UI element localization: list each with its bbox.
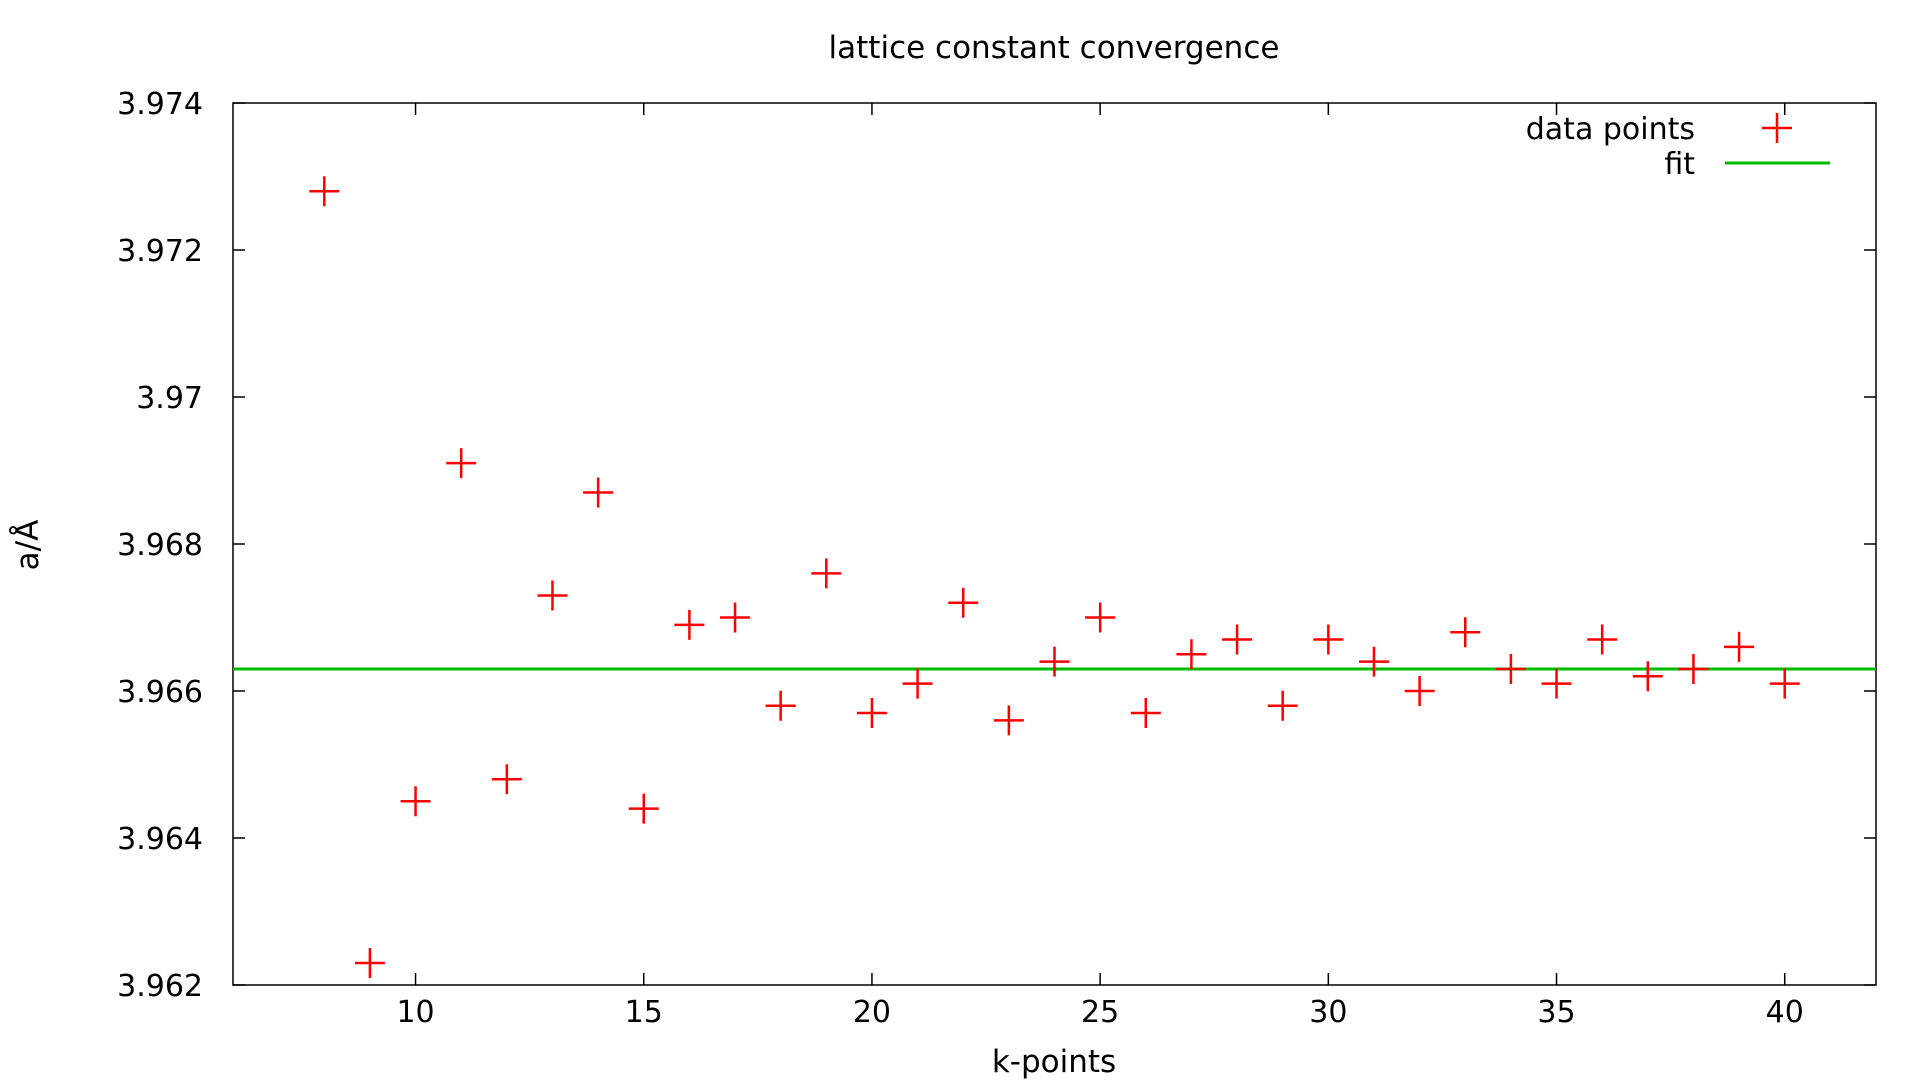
data-point	[354, 947, 385, 978]
data-point	[1541, 668, 1572, 699]
data-point	[1495, 653, 1526, 684]
y-tick-label: 3.968	[117, 528, 203, 563]
x-tick-label: 15	[625, 995, 663, 1030]
y-axis-label: a/Å	[10, 520, 46, 571]
data-point	[1130, 698, 1161, 729]
data-point	[537, 580, 568, 611]
data-point	[948, 587, 979, 618]
x-tick-label: 25	[1081, 995, 1119, 1030]
data-point	[583, 477, 614, 508]
data-point	[1222, 624, 1253, 655]
legend-marker-data-points	[1762, 113, 1792, 143]
x-tick-label: 10	[396, 995, 434, 1030]
chart-title: lattice constant convergence	[829, 30, 1280, 66]
x-tick-label: 40	[1766, 995, 1804, 1030]
plot-frame	[232, 102, 1877, 986]
y-tick-label: 3.97	[136, 381, 203, 416]
data-point	[309, 176, 340, 207]
data-point	[1404, 676, 1435, 706]
y-tick-label: 3.974	[117, 87, 203, 122]
data-point	[1358, 646, 1389, 677]
data-point	[1313, 624, 1344, 655]
data-point	[856, 698, 887, 729]
data-point	[902, 668, 933, 699]
data-point	[720, 602, 751, 633]
data-point	[446, 448, 477, 479]
data-point	[674, 609, 705, 640]
y-tick-label: 3.964	[117, 822, 203, 857]
data-point	[400, 786, 431, 817]
data-point	[491, 764, 522, 795]
data-point	[765, 690, 796, 721]
data-point	[1450, 617, 1481, 648]
legend-label-fit: fit	[1664, 147, 1695, 182]
x-tick-label: 20	[853, 995, 891, 1030]
x-tick-label: 30	[1309, 995, 1347, 1030]
data-point	[1085, 602, 1116, 633]
data-point	[1176, 639, 1207, 670]
x-axis-label: k-points	[992, 1044, 1116, 1080]
data-point	[811, 558, 842, 589]
data-point	[1678, 653, 1709, 684]
y-tick-label: 3.962	[117, 969, 203, 1004]
data-point	[1724, 631, 1755, 662]
data-point	[1587, 624, 1618, 655]
data-point	[1267, 690, 1298, 721]
legend-label-data-points: data points	[1526, 112, 1695, 147]
plot-area: 10 15 20 25 30 35 40 3.962 3.964 3.966 3.968 3.97 3.…	[117, 87, 1877, 1030]
data-point	[993, 705, 1024, 736]
y-tick-label: 3.972	[117, 234, 203, 269]
data-point	[1632, 661, 1663, 692]
data-point	[1039, 646, 1070, 677]
data-point	[628, 793, 659, 824]
x-tick-label: 35	[1537, 995, 1575, 1030]
y-tick-label: 3.966	[117, 675, 203, 710]
data-point	[1769, 668, 1800, 699]
